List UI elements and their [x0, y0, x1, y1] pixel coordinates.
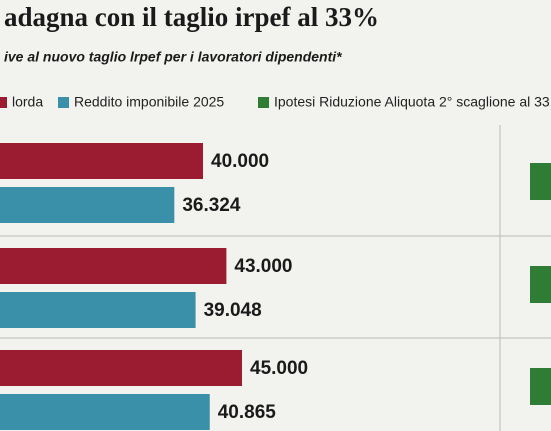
bar [0, 187, 175, 223]
cropped-bar [530, 163, 551, 200]
legend-label: Reddito imponibile 2025 [74, 94, 224, 110]
legend-swatch [58, 97, 69, 108]
cropped-bar [530, 368, 551, 405]
value-label: 43.000 [234, 256, 292, 277]
bar [0, 248, 227, 284]
bar [0, 143, 203, 179]
chart-title: adagna con il taglio irpef al 33% [4, 2, 379, 32]
bar [0, 394, 210, 430]
value-label: 39.048 [204, 300, 262, 321]
value-label: 40.000 [211, 151, 269, 172]
chart-subtitle: ive al nuovo taglio lrpef per i lavorato… [4, 49, 342, 65]
legend-swatch [0, 97, 7, 108]
bar [0, 350, 242, 386]
bar [0, 292, 196, 328]
legend-label: Ipotesi Riduzione Aliquota 2° scaglione … [274, 94, 550, 110]
value-label: 45.000 [250, 358, 308, 379]
value-label: 36.324 [182, 195, 241, 216]
legend-label: lorda [12, 94, 43, 110]
value-label: 40.865 [218, 402, 277, 423]
legend-swatch [258, 97, 269, 108]
cropped-bar [530, 266, 551, 303]
